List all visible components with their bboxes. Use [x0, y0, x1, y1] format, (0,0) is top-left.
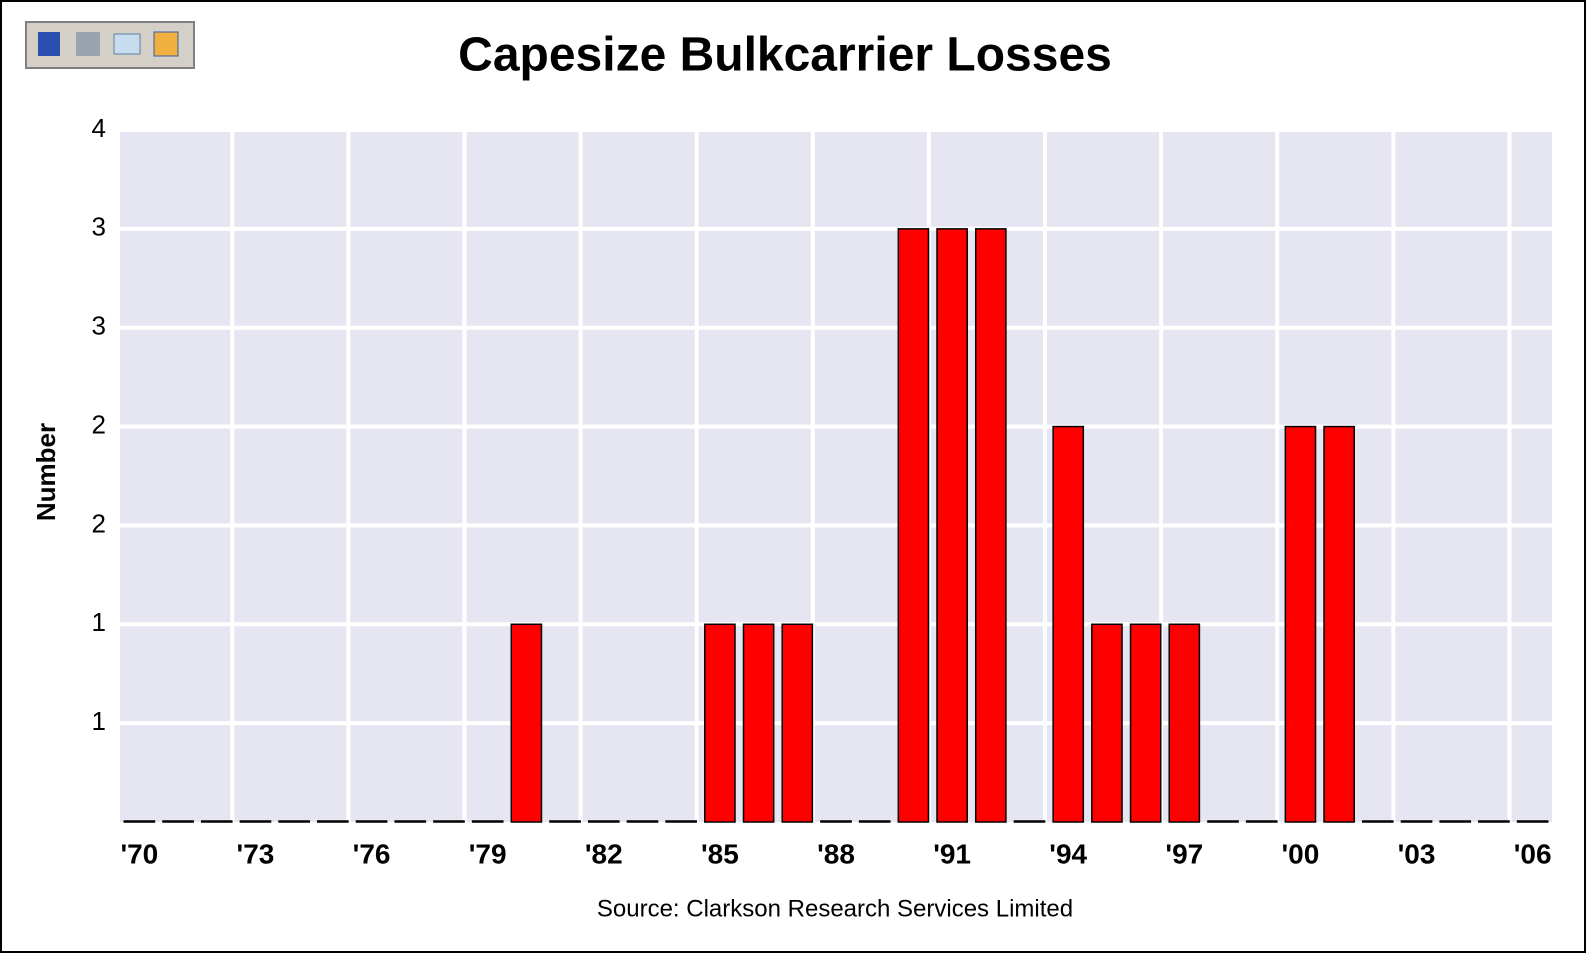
x-tick-label: '97: [1165, 838, 1203, 869]
bar: [665, 820, 698, 823]
x-tick-label: '94: [1049, 838, 1087, 869]
bar: [471, 820, 504, 823]
bar: [1207, 820, 1239, 823]
bar: [1052, 425, 1085, 823]
bar: [742, 623, 775, 823]
x-tick-label: '79: [469, 838, 507, 869]
bar: [1478, 820, 1510, 823]
x-tick-label: '76: [353, 838, 391, 869]
bar: [394, 820, 427, 823]
bar: [626, 820, 659, 823]
bar: [123, 820, 156, 823]
source-note: Source: Clarkson Research Services Limit…: [597, 895, 1073, 922]
bar: [1400, 820, 1433, 823]
x-tick-label: '82: [585, 838, 623, 869]
y-axis-label: Number: [31, 423, 61, 521]
bar: [704, 623, 736, 823]
bar: [1168, 623, 1201, 823]
bar: [1516, 820, 1549, 823]
bar: [355, 820, 388, 823]
y-tick-label: 4: [92, 113, 106, 143]
bar: [1013, 820, 1046, 823]
bar: [549, 820, 581, 823]
mail-icon[interactable]: [113, 33, 141, 55]
x-tick-label: '88: [817, 838, 855, 869]
bar: [781, 623, 814, 823]
bar: [1245, 820, 1278, 823]
export-icon[interactable]: [153, 31, 179, 57]
bar: [1284, 425, 1317, 823]
y-tick-label: 1: [92, 706, 106, 736]
bar: [1129, 623, 1162, 823]
bar: [1439, 820, 1472, 823]
bar: [974, 228, 1007, 823]
bar: [239, 820, 272, 823]
bar: [858, 820, 891, 823]
x-tick-label: '03: [1398, 838, 1436, 869]
bar: [200, 820, 233, 823]
print-icon[interactable]: [76, 32, 100, 56]
x-tick-label: '00: [1282, 838, 1320, 869]
bar: [433, 820, 465, 823]
bar: [1361, 820, 1394, 823]
chart-title: Capesize Bulkcarrier Losses: [458, 29, 1112, 82]
bar: [317, 820, 349, 823]
y-tick-label: 2: [92, 508, 106, 538]
bar: [1323, 425, 1355, 823]
y-tick-label: 1: [92, 607, 106, 637]
y-tick-label: 3: [92, 212, 106, 242]
bar: [936, 228, 968, 823]
bar: [820, 820, 852, 823]
y-tick-label: 2: [92, 409, 106, 439]
x-tick-label: '91: [933, 838, 971, 869]
x-tick-label: '85: [701, 838, 739, 869]
bar: [278, 820, 311, 823]
bar: [587, 820, 620, 823]
x-tick-label: '73: [237, 838, 275, 869]
bar: [162, 820, 194, 823]
x-tick-label: '70: [120, 838, 158, 869]
bar: [510, 623, 543, 823]
bar: [897, 228, 930, 823]
y-tick-label: 3: [92, 311, 106, 341]
save-icon[interactable]: [38, 32, 60, 56]
bar: [1091, 623, 1123, 823]
toolbar[interactable]: [25, 21, 195, 69]
x-tick-label: '06: [1514, 838, 1552, 869]
